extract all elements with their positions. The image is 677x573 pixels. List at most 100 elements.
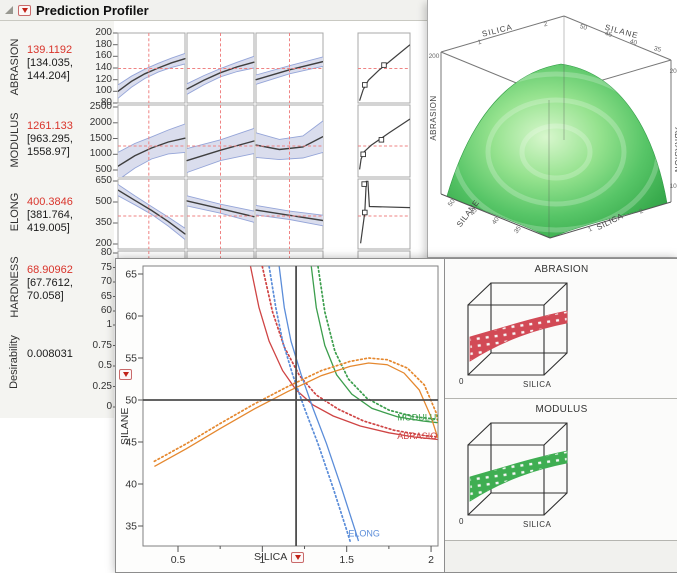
- contour-plot-frame[interactable]: [142, 265, 439, 547]
- profiler-header: Prediction Profiler: [0, 0, 445, 21]
- cube-axis-label: SILICA: [523, 520, 552, 529]
- profiler-row-label-abrasion: ABRASION: [9, 38, 21, 96]
- cube-origin-label: 0: [459, 517, 464, 526]
- contour-x-axis-label: SILICA: [254, 551, 288, 563]
- svg-text:2: 2: [428, 554, 434, 566]
- y-axis-tick-label: 0.25: [92, 380, 112, 392]
- y-axis-tick-label: 100: [95, 85, 112, 97]
- silane-axis-menu-icon[interactable]: [119, 369, 132, 380]
- surface-cells-panel: ABRASION 0 SILICA MODULUS 0 SILICA: [444, 259, 677, 572]
- y-axis-tick-label: 2500: [89, 101, 112, 112]
- contour-plot[interactable]: 65 60 55 50 45 40 35 0.5 1 1.5 2 MODULUS ABRASION ELO…: [116, 259, 444, 572]
- svg-text:1.5: 1.5: [339, 554, 354, 566]
- surface-tick-label: 40: [629, 38, 638, 47]
- surface-tick-label: 200: [670, 68, 677, 75]
- svg-text:1: 1: [259, 554, 265, 566]
- surface-tick-label: 2: [638, 208, 645, 216]
- cube-wireframe: [467, 282, 568, 376]
- abrasion-cube-plot[interactable]: 0 SILICA: [445, 275, 677, 393]
- desirability-trace-cell[interactable]: [359, 44, 410, 101]
- modulus-cell-title: MODULUS: [535, 404, 588, 415]
- row-ci-low: [963.295,: [27, 133, 73, 145]
- profiler-row-label-hardness: HARDNESS: [9, 256, 21, 318]
- y-axis-tick-label: 0: [106, 401, 112, 412]
- y-axis-tick-label: 180: [95, 38, 112, 50]
- contour-plot-area: 65 60 55 50 45 40 35 0.5 1 1.5 2 MODULUS ABRASION ELO…: [116, 259, 444, 572]
- svg-text:50: 50: [125, 395, 137, 407]
- svg-text:45: 45: [125, 437, 137, 449]
- cube-axis-label: SILICA: [523, 380, 552, 389]
- y-axis-tick-label: 650: [95, 175, 112, 186]
- contour-curve-labels: MODULUS ABRASION ELONG: [348, 413, 444, 539]
- abrasion-surface-cell: ABRASION 0 SILICA: [445, 259, 677, 399]
- curve-label-modulus: MODULUS: [397, 413, 442, 423]
- surface-tick-label: 35: [653, 45, 662, 54]
- cube-mesh-surface: [469, 450, 568, 502]
- row-ci-high: 1558.97]: [27, 146, 70, 158]
- row-ci-high: 419.005]: [27, 222, 70, 234]
- surface-3d-plot[interactable]: SILICA SILANE ABRASION ABRASION SILANE S…: [428, 0, 677, 258]
- prediction-trace-cell[interactable]: [255, 120, 323, 161]
- prediction-trace-cell[interactable]: [186, 127, 255, 173]
- surface-tick-labels: 1 2 50 45 40 35 200 200 100 50 45 40 35 1 2: [429, 21, 677, 235]
- y-axis-tick-label: 500: [95, 164, 112, 175]
- curve-label-abrasion: ABRASION: [397, 431, 444, 441]
- desirability-trace-cell[interactable]: [359, 118, 410, 170]
- y-axis-tick-label: 120: [95, 73, 112, 85]
- panel-footer-strip: [445, 541, 677, 572]
- profiler-cell-frame[interactable]: [117, 178, 186, 250]
- y-axis-tick-label: 1: [106, 319, 112, 330]
- silica-axis-menu-icon[interactable]: [291, 551, 305, 563]
- surface-dome[interactable]: [446, 63, 668, 239]
- row-ci-low: [67.7612,: [27, 277, 73, 289]
- surface-tick-label: 2: [543, 21, 549, 29]
- desirability-trace-cell[interactable]: [360, 180, 410, 244]
- abrasion-cell-title: ABRASION: [534, 264, 589, 275]
- contour-y-axis-label: SILANE: [119, 407, 131, 445]
- y-axis-tick-label: 0.5: [98, 360, 112, 371]
- y-axis-tick-label: 160: [95, 50, 112, 62]
- surface-tick-label: 45: [469, 207, 479, 217]
- y-axis-tick-label: 65: [100, 290, 112, 302]
- disclosure-open-icon[interactable]: [5, 6, 13, 14]
- desirability-cell-frame[interactable]: [357, 32, 411, 104]
- svg-text:65: 65: [125, 269, 137, 281]
- modulus-surface-cell: MODULUS 0 SILICA: [445, 399, 677, 541]
- y-axis-tick-label: 1000: [89, 148, 112, 160]
- y-axis-tick-label: 500: [95, 196, 112, 207]
- row-current-value: 68.90962: [27, 264, 73, 276]
- axis-abrasion-right: ABRASION: [673, 127, 677, 172]
- row-ci-low: [134.035,: [27, 57, 73, 69]
- profiler-label-gutter: [0, 21, 114, 418]
- svg-text:35: 35: [125, 521, 137, 533]
- surface-tick-label: 45: [604, 30, 613, 39]
- axis-silica-top: SILICA: [481, 22, 514, 38]
- profiler-row-label-elong: ELONG: [9, 192, 21, 232]
- prediction-trace-cell[interactable]: [118, 52, 186, 99]
- contour-profiler-window: 65 60 55 50 45 40 35 0.5 1 1.5 2 MODULUS ABRASION ELO…: [115, 258, 677, 573]
- y-axis-tick-label: 350: [95, 217, 112, 228]
- prediction-trace-cell[interactable]: [118, 184, 186, 240]
- red-triangle-menu-icon[interactable]: [18, 4, 31, 16]
- surface-tick-label: 1: [587, 226, 594, 234]
- y-axis-tick-label: 140: [95, 62, 112, 73]
- contour-curves[interactable]: [153, 266, 439, 542]
- row-current-value: 1261.133: [27, 120, 73, 132]
- svg-text:0.5: 0.5: [171, 554, 186, 566]
- y-axis-tick-label: 200: [95, 238, 112, 249]
- surface-tick-label: 50: [447, 198, 457, 208]
- surface-box-edges: [440, 15, 672, 202]
- surface-tick-label: 35: [513, 225, 523, 235]
- y-axis-tick-label: 0.75: [92, 339, 112, 351]
- surface-tick-label: 50: [579, 23, 588, 32]
- row-current-value: 400.3846: [27, 196, 73, 208]
- curve-label-elong: ELONG: [348, 529, 380, 539]
- surface-tick-label: 200: [429, 53, 440, 60]
- surface-tick-label: 100: [670, 183, 677, 190]
- row-ci-high: 70.058]: [27, 290, 64, 302]
- modulus-cube-plot[interactable]: 0 SILICA: [445, 415, 677, 533]
- y-axis-tick-label: 60: [100, 305, 112, 316]
- profiler-row-label-modulus: MODULUS: [9, 112, 21, 168]
- contour-crosshair[interactable]: [143, 266, 438, 546]
